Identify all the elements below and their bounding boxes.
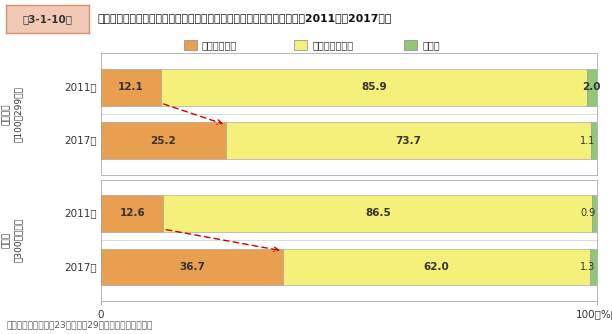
Bar xyxy=(161,69,587,106)
Text: 2017年: 2017年 xyxy=(64,262,97,272)
Bar xyxy=(283,248,590,285)
Text: 25.2: 25.2 xyxy=(151,136,176,146)
Text: 活用していない: 活用していない xyxy=(312,40,353,50)
Bar xyxy=(101,195,163,231)
Bar xyxy=(587,69,597,106)
Text: 12.1: 12.1 xyxy=(118,82,144,92)
Text: 第3-1-10図: 第3-1-10図 xyxy=(23,14,72,24)
Text: 2017年: 2017年 xyxy=(64,136,97,146)
Bar xyxy=(591,123,597,159)
Text: 中小企業
（100～299人）: 中小企業 （100～299人） xyxy=(2,86,23,142)
Text: 73.7: 73.7 xyxy=(395,136,422,146)
Text: 大企業
（300人以上）: 大企業 （300人以上） xyxy=(2,218,23,262)
Text: 36.7: 36.7 xyxy=(179,262,205,272)
Text: 86.5: 86.5 xyxy=(365,208,390,218)
Text: 1.3: 1.3 xyxy=(580,262,595,272)
Bar xyxy=(226,123,591,159)
Text: 2011年: 2011年 xyxy=(64,208,97,218)
Bar xyxy=(590,248,597,285)
Bar xyxy=(101,123,226,159)
Bar xyxy=(163,195,592,231)
Bar xyxy=(101,248,283,285)
Text: 62.0: 62.0 xyxy=(424,262,449,272)
Text: 0.9: 0.9 xyxy=(580,208,595,218)
Bar xyxy=(592,195,597,231)
Text: 2011年: 2011年 xyxy=(64,82,97,92)
Text: 1.1: 1.1 xyxy=(580,136,595,146)
Text: 従業員規模別に見た、ソーシャルメディアサービスの活用状況の推移（2011年－2017年）: 従業員規模別に見た、ソーシャルメディアサービスの活用状況の推移（2011年－20… xyxy=(98,13,392,23)
Text: 無回答: 無回答 xyxy=(422,40,440,50)
Text: 活用している: 活用している xyxy=(202,40,237,50)
Text: 2.0: 2.0 xyxy=(583,82,601,92)
Text: 資料：総務省「平成23年、平成29年通信利用動向調査」: 資料：総務省「平成23年、平成29年通信利用動向調査」 xyxy=(6,320,152,329)
Bar xyxy=(101,69,161,106)
Text: 85.9: 85.9 xyxy=(361,82,387,92)
Text: 12.6: 12.6 xyxy=(119,208,145,218)
